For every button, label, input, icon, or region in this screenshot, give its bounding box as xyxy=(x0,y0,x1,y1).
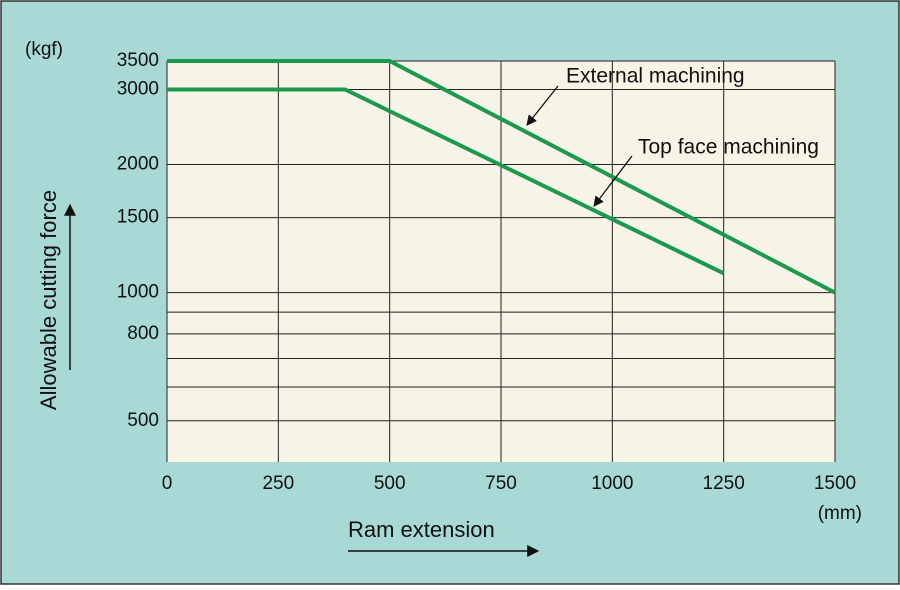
y-tick-label: 1000 xyxy=(117,282,159,303)
x-tick-label: 1250 xyxy=(703,473,745,494)
x-label: Ram extension xyxy=(348,517,495,542)
annotation: External machining xyxy=(566,65,745,88)
y-tick-label: 1500 xyxy=(117,207,159,228)
annotation-arrow xyxy=(526,85,559,126)
annotation: Top face machining xyxy=(638,136,819,159)
y-label: Allowable cutting force xyxy=(36,190,61,410)
y-tick-label: 3500 xyxy=(117,50,159,71)
x-tick-label: 500 xyxy=(374,473,406,494)
y-tick-label: 500 xyxy=(127,410,159,431)
series-line xyxy=(167,87,725,276)
y-unit: (kgf) xyxy=(25,39,63,60)
x-tick-label: 250 xyxy=(262,473,294,494)
x-tick-label: 1000 xyxy=(591,473,633,494)
y-tick-label: 2000 xyxy=(117,153,159,174)
x-tick-label: 750 xyxy=(485,473,517,494)
y-tick-label: 3000 xyxy=(117,79,159,100)
x-unit: (mm) xyxy=(818,503,862,524)
x-tick-label: 1500 xyxy=(814,473,856,494)
series-line xyxy=(167,59,836,295)
y-tick-label: 800 xyxy=(127,323,159,344)
x-tick-label: 0 xyxy=(162,473,173,494)
annotation-arrow xyxy=(593,155,633,207)
